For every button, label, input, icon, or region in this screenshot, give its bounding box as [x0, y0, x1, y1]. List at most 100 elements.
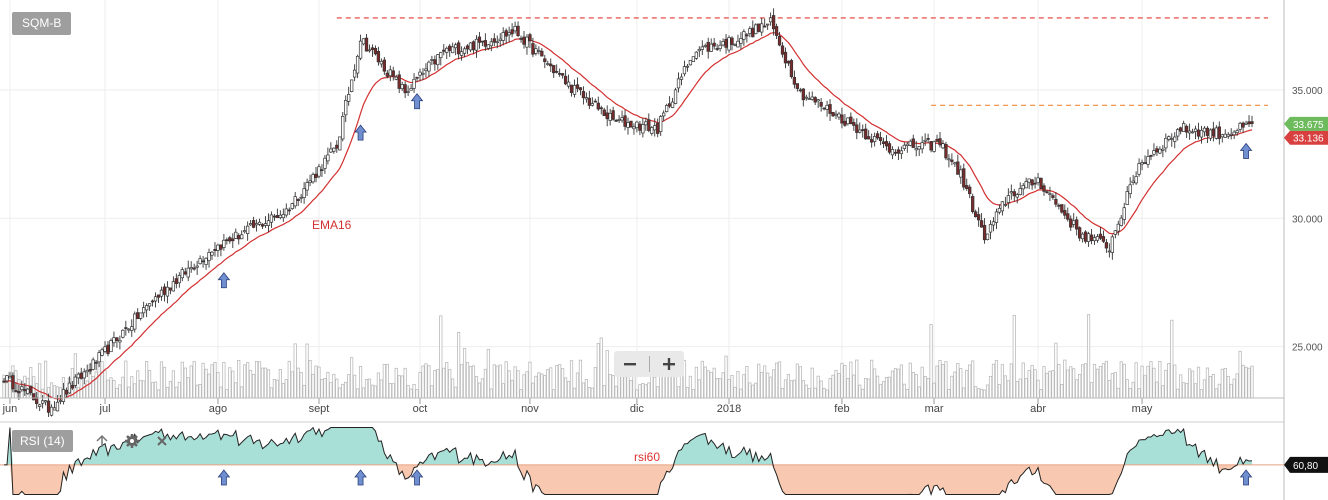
candle-body	[985, 233, 990, 240]
candle-body	[124, 327, 128, 329]
volume-bar	[1036, 379, 1040, 399]
volume-bar	[1134, 362, 1138, 399]
candle-body	[391, 70, 395, 77]
volume-bar	[926, 378, 930, 399]
volume-bar	[543, 375, 547, 399]
candle-body	[495, 41, 499, 44]
rsi-label[interactable]: RSI (14)	[12, 430, 73, 452]
volume-bar	[52, 385, 57, 399]
volume-bar	[938, 359, 942, 399]
volume-bar	[965, 369, 969, 399]
volume-bar	[1146, 365, 1150, 399]
volume-bar	[575, 372, 580, 399]
volume-bar	[522, 374, 526, 399]
volume-bar	[825, 389, 829, 399]
candle-body	[418, 71, 422, 76]
candle-body	[174, 278, 178, 285]
volume-bar	[457, 332, 461, 399]
candle-body	[620, 117, 624, 121]
volume-bar	[988, 376, 993, 399]
volume-bar	[977, 388, 981, 399]
volume-bar	[685, 387, 690, 399]
volume-bar	[676, 386, 681, 399]
close-icon[interactable]	[154, 433, 170, 449]
candle-body	[748, 28, 752, 34]
candle-body	[183, 271, 187, 275]
candle-body	[858, 129, 862, 133]
volume-bar	[278, 369, 282, 399]
volume-bar	[1235, 373, 1239, 399]
volume-bar	[305, 343, 309, 399]
volume-bar	[174, 386, 178, 399]
candle-body	[376, 51, 381, 63]
candle-body	[1182, 123, 1186, 132]
volume-bar	[1229, 383, 1233, 399]
candle-body	[257, 221, 262, 225]
volume-bar	[962, 387, 966, 399]
candle-body	[575, 84, 580, 89]
candle-body	[350, 79, 354, 92]
volume-bar	[920, 366, 924, 399]
candle-body	[872, 136, 877, 142]
candle-body	[100, 349, 104, 356]
volume-bar	[982, 389, 987, 399]
candle-body	[935, 138, 939, 142]
zoom-out-icon[interactable]	[618, 352, 642, 376]
candle-body	[1066, 213, 1070, 220]
candle-body	[448, 45, 452, 51]
candle-body	[1190, 131, 1195, 134]
symbol-badge: SQM-B	[12, 12, 72, 35]
zoom-in-icon[interactable]	[657, 352, 681, 376]
candle-body	[489, 41, 493, 47]
candle-body	[605, 112, 609, 120]
volume-bar	[296, 367, 300, 399]
volume-bar	[347, 374, 351, 399]
candle-body	[751, 27, 755, 38]
candle-body	[272, 215, 277, 218]
candle-body	[465, 45, 470, 50]
candle-body	[1021, 185, 1025, 190]
volume-bar	[757, 363, 761, 399]
volume-bar	[1158, 361, 1162, 399]
candle-body	[932, 141, 936, 152]
candle-body	[899, 150, 904, 155]
volume-bar	[593, 367, 597, 399]
candle-body	[1098, 233, 1103, 239]
candle-body	[688, 59, 693, 66]
candle-body	[1202, 127, 1207, 133]
candle-body	[1092, 237, 1097, 242]
candle-body	[1012, 191, 1016, 197]
candle-body	[893, 151, 898, 154]
price-tag-label: 33.136	[1293, 134, 1324, 145]
candle-body	[1089, 234, 1094, 241]
volume-bar	[858, 384, 862, 399]
candle-body	[855, 124, 859, 133]
volume-bar	[147, 370, 152, 399]
candle-body	[834, 113, 838, 116]
arrow-up-icon[interactable]	[94, 433, 110, 449]
candle-body	[560, 73, 565, 76]
rsi-signal-arrow	[410, 469, 424, 486]
volume-bar	[1202, 379, 1207, 399]
volume-bar	[852, 374, 856, 399]
volume-bar	[332, 373, 336, 399]
candle-body	[186, 267, 190, 278]
volume-bar	[751, 384, 755, 399]
volume-bar	[822, 387, 826, 399]
candle-body	[1217, 126, 1221, 139]
candle-body	[459, 51, 464, 56]
volume-bar	[409, 388, 413, 399]
volume-bar	[1069, 366, 1073, 399]
candle-body	[379, 61, 384, 65]
candle-body	[647, 119, 651, 131]
volume-bar	[819, 380, 823, 399]
volume-bar	[923, 376, 927, 399]
gear-icon[interactable]	[124, 433, 140, 449]
candle-body	[831, 111, 835, 117]
candle-body	[581, 91, 586, 99]
candle-body	[436, 54, 440, 66]
candle-body	[929, 141, 933, 151]
y-tick-label: 30.000	[1292, 214, 1323, 225]
volume-bar	[810, 367, 814, 399]
